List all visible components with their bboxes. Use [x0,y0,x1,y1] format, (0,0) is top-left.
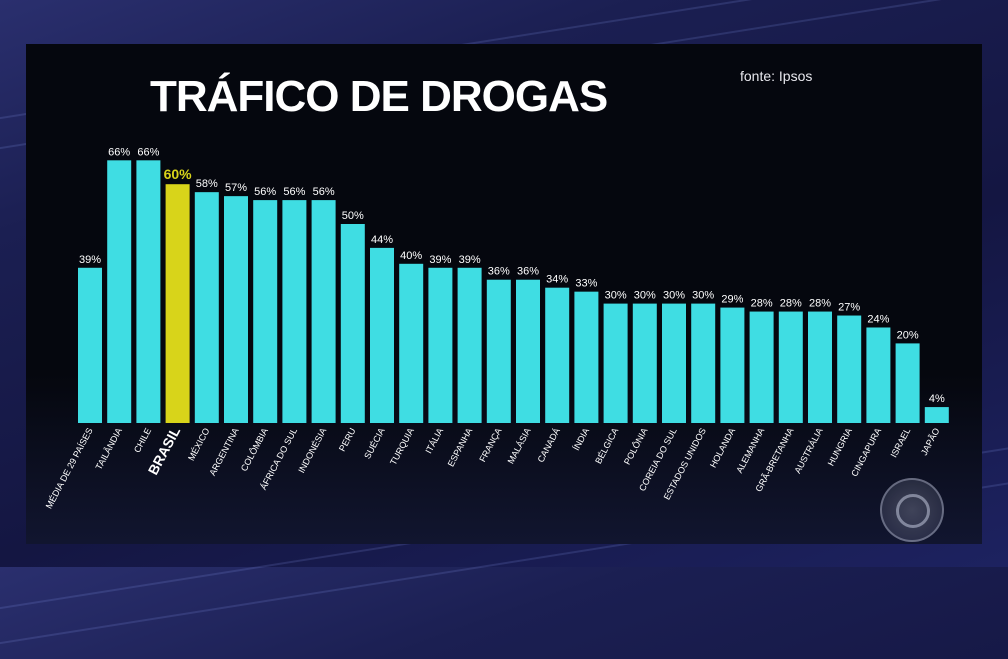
bar-29 [924,407,949,423]
value-label-22: 29% [721,294,743,306]
value-label-15: 36% [517,266,539,278]
value-label-16: 34% [546,274,568,286]
value-label-21: 30% [692,290,714,302]
bar-2 [136,160,161,423]
bar-0 [78,267,102,423]
bar-26 [837,315,862,423]
bar-7 [282,200,307,423]
value-label-20: 30% [663,290,685,302]
category-label-29: JAPÃO [919,426,942,457]
value-label-4: 58% [196,178,218,190]
bar-25 [808,311,832,423]
value-label-3: 60% [164,166,193,182]
chart-title: TRÁFICO DE DROGAS [150,72,608,121]
category-label-4: MÉXICO [186,426,212,462]
bar-3 [165,184,190,423]
category-label-14: FRANÇA [477,426,503,463]
category-label-26: HUNGRIA [826,426,854,467]
value-label-27: 24% [867,313,889,325]
bar-17 [574,291,599,423]
value-label-6: 56% [254,186,276,198]
category-label-23: ALEMANHA [734,426,766,474]
bar-21 [691,303,716,423]
category-label-0: MÉDIA DE 29 PAÍSES [44,426,95,510]
value-label-13: 39% [459,254,481,266]
bar-4 [194,192,219,423]
category-label-25: AUSTRÁLIA [792,426,824,475]
value-label-1: 66% [108,146,130,158]
value-label-29: 4% [929,393,945,405]
category-label-13: ESPANHA [446,426,475,468]
globo-logo-inner [896,494,930,528]
bar-19 [632,303,657,423]
bars-group [78,160,949,423]
bar-16 [545,287,570,423]
bar-12 [428,267,453,423]
bar-chart: 39% 66% 66% 60%58% 57% 56% 56% 56% 50% 44% 40% 39% 3… [44,146,949,511]
category-label-2: CHILE [132,426,153,454]
bar-14 [486,279,511,423]
bar-1 [107,160,132,423]
bar-6 [253,200,278,423]
bar-10 [370,247,394,423]
value-label-25: 28% [809,298,831,310]
bar-8 [311,200,336,423]
category-label-19: POLÔNIA [622,426,650,466]
category-label-9: PERU [337,426,358,453]
bar-13 [457,267,482,423]
value-labels-group: 39% 66% 66% 60%58% 57% 56% 56% 56% 50% 44% 40% 39% 3… [79,146,945,405]
bar-11 [399,263,424,423]
value-label-14: 36% [488,266,510,278]
value-label-0: 39% [79,254,101,266]
category-label-12: ITÁLIA [423,426,445,455]
value-label-17: 33% [575,278,597,290]
value-label-7: 56% [283,186,305,198]
category-label-1: TAILÂNDIA [94,426,124,471]
category-label-28: ISRAEL [889,426,913,459]
category-label-17: ÍNDIA [571,426,591,452]
category-label-18: BÉLGICA [593,426,620,465]
value-label-2: 66% [137,146,159,158]
category-label-10: SUÉCIA [362,426,387,460]
bar-23 [749,311,774,423]
bar-9 [340,224,365,423]
value-label-9: 50% [342,210,364,222]
value-label-10: 44% [371,234,393,246]
bar-22 [720,307,745,423]
bar-18 [603,303,628,423]
value-label-5: 57% [225,182,247,194]
source-label: fonte: Ipsos [740,68,813,84]
category-label-27: CINGAPURA [849,426,883,478]
category-label-5: ARGENTINA [207,426,240,477]
value-label-12: 39% [429,254,451,266]
category-label-16: CANADÁ [536,426,562,464]
bar-28 [895,343,920,423]
bar-15 [516,279,540,423]
bar-27 [866,327,891,423]
value-label-8: 56% [313,186,335,198]
bar-5 [224,196,248,423]
value-label-11: 40% [400,250,422,262]
bar-24 [778,311,803,423]
category-label-6: COLÔMBIA [239,426,270,473]
value-label-18: 30% [605,290,627,302]
value-label-24: 28% [780,298,802,310]
category-label-22: HOLANDA [708,426,737,469]
value-label-23: 28% [751,298,773,310]
bar-20 [662,303,686,423]
category-label-15: MALÁSIA [506,426,533,465]
value-label-26: 27% [838,302,860,314]
category-label-11: TURQUIA [388,426,416,466]
value-label-19: 30% [634,290,656,302]
value-label-28: 20% [897,329,919,341]
globo-logo-icon [880,478,944,542]
category-label-8: INDONÉSIA [296,426,328,474]
